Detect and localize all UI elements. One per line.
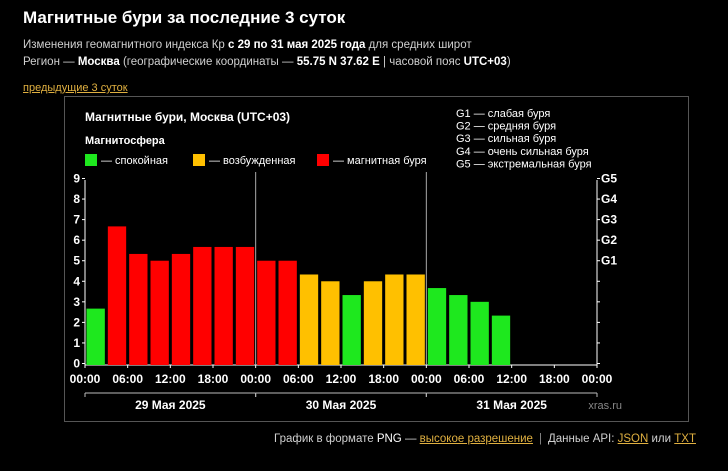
legend-label: — магнитная буря xyxy=(333,155,427,167)
x-tick-label: 18:00 xyxy=(368,372,399,386)
y-tick-label: 7 xyxy=(73,213,80,227)
x-tick-label: 06:00 xyxy=(454,372,485,386)
footer-separator: | xyxy=(538,433,542,445)
kp-bar xyxy=(214,246,233,365)
kp-bar xyxy=(107,226,127,365)
kp-bar xyxy=(406,274,425,365)
legend-swatch xyxy=(85,154,97,166)
kp-bar xyxy=(491,315,511,365)
region-city: Москва xyxy=(77,56,120,68)
legend-label: — спокойная xyxy=(101,155,168,167)
chart-frame: Магнитные бури, Москва (UTC+03) Магнитосф… xyxy=(64,96,689,422)
g-level-label: G1 xyxy=(601,254,617,268)
kp-chart: Магнитные бури, Москва (UTC+03) Магнитосф… xyxy=(70,108,622,412)
json-api-link[interactable]: JSON xyxy=(617,433,649,445)
kp-bar xyxy=(299,274,319,365)
day-label: 29 Мая 2025 xyxy=(135,398,206,412)
kp-bar xyxy=(342,295,361,365)
legend-label: — возбужденная xyxy=(209,155,296,167)
format-label: PNG xyxy=(376,433,402,445)
page-title: Магнитные бури за последние 3 суток xyxy=(23,8,346,27)
y-tick-label: 9 xyxy=(73,172,80,186)
y-tick-label: 3 xyxy=(73,295,80,309)
storm-level-legend-item: G3 — сильная буря xyxy=(456,133,556,145)
x-tick-label: 18:00 xyxy=(198,372,229,386)
g-level-label: G3 xyxy=(601,213,617,227)
kp-bar xyxy=(86,308,105,365)
chart-title: Магнитные бури, Москва (UTC+03) xyxy=(85,110,290,124)
footer: График в формате PNG — высокое разрешени… xyxy=(274,433,696,445)
x-tick-label: 00:00 xyxy=(582,372,613,386)
kp-bar xyxy=(150,260,169,365)
x-tick-label: 06:00 xyxy=(283,372,314,386)
legend-swatch xyxy=(193,154,205,166)
day-label: 31 Мая 2025 xyxy=(476,398,547,412)
storm-level-legend-item: G5 — экстремальная буря xyxy=(456,158,592,170)
subtitle-region: Регион — Москва (географические координа… xyxy=(23,56,511,68)
y-tick-label: 5 xyxy=(73,254,80,268)
y-tick-label: 8 xyxy=(73,192,80,206)
kp-bar xyxy=(427,288,447,365)
watermark: xras.ru xyxy=(588,400,622,412)
kp-bar xyxy=(235,246,255,365)
previous-3-days-link[interactable]: предыдущие 3 суток xyxy=(23,82,128,94)
g-level-label: G4 xyxy=(601,192,617,206)
kp-bar xyxy=(257,260,276,365)
x-tick-label: 00:00 xyxy=(411,372,442,386)
x-tick-label: 06:00 xyxy=(112,372,143,386)
storm-level-legend-item: G1 — слабая буря xyxy=(456,108,550,120)
kp-bar xyxy=(470,301,489,365)
kp-bar xyxy=(385,274,404,365)
x-tick-label: 12:00 xyxy=(155,372,186,386)
x-tick-label: 12:00 xyxy=(496,372,527,386)
x-tick-label: 00:00 xyxy=(240,372,271,386)
g-level-label: G5 xyxy=(601,172,617,186)
kp-bar xyxy=(193,246,212,365)
kp-bar xyxy=(171,253,191,365)
y-tick-label: 6 xyxy=(73,233,80,247)
legend-title: Магнитосфера xyxy=(85,135,166,147)
kp-bar xyxy=(363,281,383,365)
x-tick-label: 12:00 xyxy=(326,372,357,386)
y-tick-label: 1 xyxy=(73,336,80,350)
kp-bar xyxy=(321,281,340,365)
storm-level-legend-item: G2 — средняя буря xyxy=(456,121,556,133)
subtitle-period: Изменения геомагнитного индекса Кр с 29 … xyxy=(23,39,472,51)
region-coords: 55.75 N 37.62 E xyxy=(296,56,380,68)
kp-bar xyxy=(449,295,468,365)
txt-api-link[interactable]: TXT xyxy=(674,433,696,445)
high-resolution-link[interactable]: высокое разрешение xyxy=(419,433,533,445)
day-label: 30 Мая 2025 xyxy=(306,398,377,412)
kp-bar xyxy=(278,260,297,365)
x-tick-label: 00:00 xyxy=(70,372,101,386)
g-level-label: G2 xyxy=(601,233,617,247)
y-tick-label: 4 xyxy=(73,274,80,288)
y-tick-label: 2 xyxy=(73,315,80,329)
region-timezone: UTC+03 xyxy=(463,56,507,68)
x-tick-label: 18:00 xyxy=(539,372,570,386)
storm-level-legend-item: G4 — очень сильная буря xyxy=(456,146,589,158)
legend-swatch xyxy=(317,154,329,166)
kp-bar xyxy=(129,253,148,365)
y-tick-label: 0 xyxy=(73,357,80,371)
